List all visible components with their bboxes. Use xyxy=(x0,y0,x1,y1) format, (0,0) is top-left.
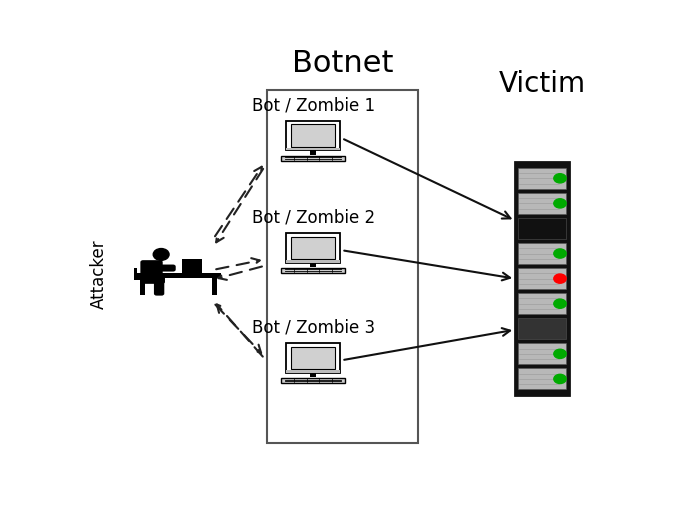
FancyBboxPatch shape xyxy=(149,265,176,271)
Circle shape xyxy=(554,174,566,183)
Bar xyxy=(140,278,145,295)
Bar xyxy=(286,121,340,150)
Text: Victim: Victim xyxy=(498,70,586,98)
Text: Bot / Zombie 1: Bot / Zombie 1 xyxy=(252,97,375,114)
Bar xyxy=(310,150,316,155)
FancyBboxPatch shape xyxy=(142,276,165,284)
Bar xyxy=(518,193,566,214)
Bar xyxy=(291,237,335,259)
Bar xyxy=(181,258,202,273)
Text: Botnet: Botnet xyxy=(292,49,393,79)
FancyBboxPatch shape xyxy=(154,280,164,295)
Circle shape xyxy=(554,299,566,308)
Bar xyxy=(286,370,340,373)
Bar xyxy=(281,268,345,273)
Bar xyxy=(190,272,193,275)
Circle shape xyxy=(554,374,566,384)
Bar xyxy=(281,378,345,383)
Bar xyxy=(515,162,569,395)
Circle shape xyxy=(554,199,566,208)
Bar xyxy=(135,273,221,278)
Circle shape xyxy=(153,249,169,261)
Bar xyxy=(518,268,566,289)
Bar xyxy=(268,90,418,443)
Bar xyxy=(286,148,340,150)
Bar xyxy=(134,268,138,280)
Bar xyxy=(518,168,566,189)
Bar xyxy=(291,347,335,369)
Circle shape xyxy=(554,349,566,358)
Bar xyxy=(286,259,340,263)
Bar xyxy=(518,369,566,389)
Text: Attacker: Attacker xyxy=(90,240,108,309)
Bar xyxy=(310,263,316,267)
Bar xyxy=(142,280,145,292)
Bar xyxy=(281,155,345,161)
Bar xyxy=(518,243,566,264)
Bar xyxy=(518,318,566,339)
Bar xyxy=(291,124,335,147)
Circle shape xyxy=(554,274,566,283)
Bar xyxy=(211,278,217,295)
FancyBboxPatch shape xyxy=(140,260,163,279)
Bar xyxy=(286,343,340,373)
Circle shape xyxy=(554,249,566,258)
Bar xyxy=(518,343,566,365)
Bar xyxy=(518,218,566,239)
Bar xyxy=(518,293,566,314)
Bar xyxy=(134,278,154,280)
Text: Bot / Zombie 3: Bot / Zombie 3 xyxy=(252,319,375,337)
Text: Bot / Zombie 2: Bot / Zombie 2 xyxy=(252,209,375,227)
Bar xyxy=(310,373,316,377)
Bar xyxy=(286,233,340,263)
